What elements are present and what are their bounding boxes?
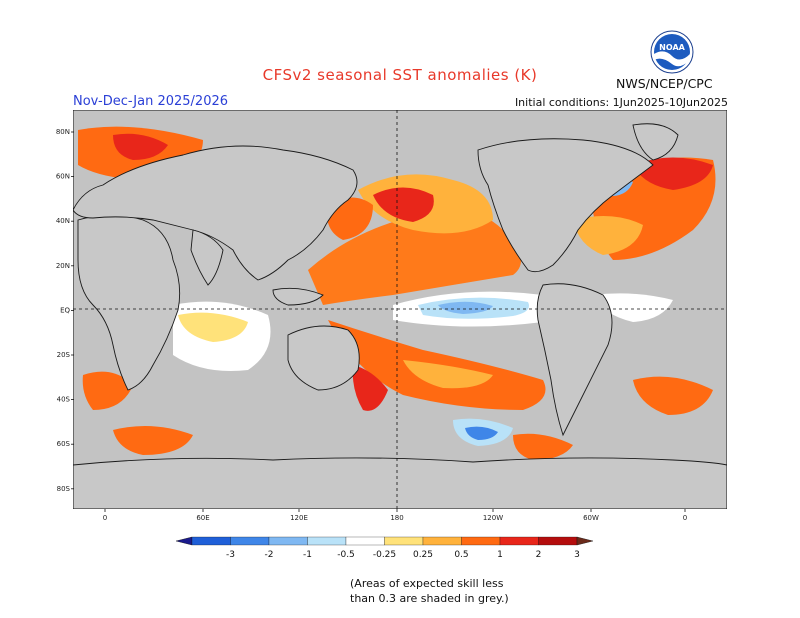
footnote-line-2: than 0.3 are shaded in grey.) xyxy=(350,592,509,605)
india-landmass xyxy=(190,229,224,286)
skill-footnote: (Areas of expected skill less than 0.3 a… xyxy=(350,576,509,606)
legend-tick-label: 3 xyxy=(574,550,580,560)
noaa-logo-icon: NOAA xyxy=(650,30,694,74)
pacific-warm-anomaly xyxy=(308,210,521,305)
legend-tick-label: -3 xyxy=(226,550,235,560)
legend-tick-label: -1 xyxy=(303,550,312,560)
longitude-tick-label: 60E xyxy=(196,514,209,522)
continents xyxy=(72,123,728,510)
map-title: CFSv2 seasonal SST anomalies (K) xyxy=(262,66,538,84)
africa-landmass xyxy=(77,214,181,391)
legend-color-box xyxy=(345,536,385,546)
longitude-tick-label: 120E xyxy=(290,514,308,522)
svg-text:NOAA: NOAA xyxy=(659,43,685,52)
legend-color-box xyxy=(422,536,462,546)
legend-color-box xyxy=(230,536,270,546)
longitude-tick-label: 120W xyxy=(483,514,503,522)
footnote-line-1: (Areas of expected skill less xyxy=(350,577,504,590)
longitude-tick-label: 180 xyxy=(390,514,403,522)
legend-color-box xyxy=(538,536,578,546)
map-canvas xyxy=(72,109,728,510)
southern-ocean-cool-core xyxy=(465,426,498,440)
north-pacific-strong xyxy=(373,187,434,222)
latitude-tick-label: 20N xyxy=(56,262,70,270)
longitude-tick-label: 60W xyxy=(583,514,599,522)
equatorial-atlantic xyxy=(593,293,673,322)
south-america-landmass xyxy=(536,283,613,437)
legend-color-box xyxy=(461,536,501,546)
latitude-tick-label: 40S xyxy=(57,396,71,404)
legend-tick-label: -0.5 xyxy=(337,550,355,560)
legend-max-arrow xyxy=(576,536,594,546)
australia-landmass xyxy=(287,325,360,391)
latitude-tick-label: 80N xyxy=(56,128,70,136)
forecast-period: Nov-Dec-Jan 2025/2026 xyxy=(73,94,229,109)
legend-color-box xyxy=(384,536,424,546)
legend-tick-label: 2 xyxy=(536,550,542,560)
legend-tick-label: -2 xyxy=(265,550,274,560)
southern-ocean-warm xyxy=(513,433,573,460)
maritime-continent xyxy=(272,287,324,306)
legend-color-box xyxy=(191,536,231,546)
north-atlantic-strong xyxy=(633,157,713,190)
antarctica-landmass xyxy=(72,457,728,510)
latitude-tick-label: 80S xyxy=(57,485,71,493)
latitude-tick-label: 60S xyxy=(57,440,71,448)
initial-conditions: Initial conditions: 1Jun2025-10Jun2025 xyxy=(514,96,728,109)
eurasia-landmass xyxy=(72,145,358,281)
colorbar-legend: -3 -2 -1 -0.5 -0.25 0.25 0.5 1 2 3 xyxy=(176,536,594,560)
arctic-warm-strong xyxy=(113,133,168,160)
organization-label: NWS/NCEP/CPC xyxy=(616,76,713,91)
sst-anomaly-map xyxy=(72,109,728,510)
greenland-landmass xyxy=(632,123,679,161)
longitude-tick-label: 0 xyxy=(683,514,687,522)
legend-color-box xyxy=(499,536,539,546)
legend-tick-label: 1 xyxy=(497,550,503,560)
legend-min-arrow xyxy=(176,536,193,546)
latitude-tick-label: 40N xyxy=(56,217,70,225)
south-indian-warm xyxy=(82,371,133,410)
legend-tick-label: 0.25 xyxy=(413,550,433,560)
north-america-landmass xyxy=(477,138,654,273)
latitude-tick-label: 60N xyxy=(56,173,70,181)
north-atlantic-pale xyxy=(573,216,643,255)
legend-color-box xyxy=(268,536,308,546)
legend-color-box xyxy=(307,536,347,546)
latitude-tick-label: EQ xyxy=(60,306,70,314)
indian-ocean-pale-warm xyxy=(178,312,248,342)
la-nina-core xyxy=(438,301,493,314)
latitude-tick-label: 20S xyxy=(57,351,71,359)
legend-tick-label: -0.25 xyxy=(373,550,396,560)
legend-tick-label: 0.5 xyxy=(454,550,468,560)
longitude-axis: 0 60E 120E 180 120W 60W 0 xyxy=(103,509,687,522)
longitude-tick-label: 0 xyxy=(103,514,107,522)
latitude-axis: 80N 60N 40N 20N EQ 20S 40S 60S 80S xyxy=(56,128,74,493)
south-pacific-pale xyxy=(403,360,493,389)
agulhas-warm xyxy=(113,426,193,455)
south-atlantic-warm xyxy=(633,376,713,415)
tasman-warm xyxy=(352,365,388,411)
